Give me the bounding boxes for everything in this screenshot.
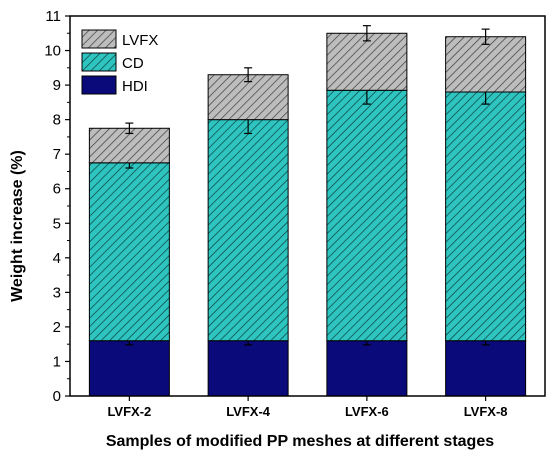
error-bar-lvfx-lvfx-6 [362, 25, 371, 42]
y-tick-label: 3 [53, 284, 61, 301]
bar-cd-lvfx-4 [207, 119, 289, 342]
bar-hdi-lvfx-6 [326, 340, 408, 397]
legend-swatch-hdi [81, 75, 117, 95]
y-tick-label: 1 [53, 353, 61, 370]
legend: LVFX CD HDI [81, 29, 158, 95]
y-tick-label: 10 [44, 43, 61, 60]
bar-hdi-lvfx-2 [88, 340, 170, 397]
bar-cd-lvfx-8 [445, 91, 527, 342]
bar-cd-lvfx-6 [326, 89, 408, 342]
bar-hdi-lvfx-8 [445, 340, 527, 397]
x-axis-title: Samples of modified PP meshes at differe… [106, 433, 494, 450]
x-tick-label: LVFX-8 [464, 404, 508, 419]
x-tick-label: LVFX-2 [107, 404, 151, 419]
bar-hdi-lvfx-4 [207, 340, 289, 397]
legend-label-cd: CD [122, 55, 144, 72]
x-tick-label: LVFX-4 [226, 404, 271, 419]
y-tick-label: 7 [53, 146, 61, 163]
error-bar-lvfx-lvfx-2 [125, 122, 134, 135]
x-tick-label: LVFX-6 [345, 404, 389, 419]
legend-label-lvfx: LVFX [122, 32, 158, 49]
legend-label-hdi: HDI [122, 78, 148, 95]
bar-lvfx-lvfx-6 [326, 32, 408, 91]
legend-swatch-lvfx [81, 29, 117, 49]
y-axis-title: Weight increase (%) [9, 150, 26, 302]
y-tick-label: 5 [53, 215, 61, 232]
y-tick-label: 2 [53, 319, 61, 336]
y-tick-label: 9 [53, 77, 61, 94]
bar-lvfx-lvfx-8 [445, 36, 527, 93]
error-bar-lvfx-lvfx-8 [481, 28, 490, 45]
y-tick-label: 8 [53, 112, 61, 129]
y-tick-label: 6 [53, 181, 61, 198]
y-tick-label: 0 [53, 388, 61, 405]
error-bar-lvfx-lvfx-4 [244, 67, 253, 83]
y-tick-label: 11 [45, 8, 61, 25]
bar-cd-lvfx-2 [88, 162, 170, 342]
legend-swatch-cd [81, 52, 117, 72]
y-tick-label: 4 [53, 250, 61, 267]
